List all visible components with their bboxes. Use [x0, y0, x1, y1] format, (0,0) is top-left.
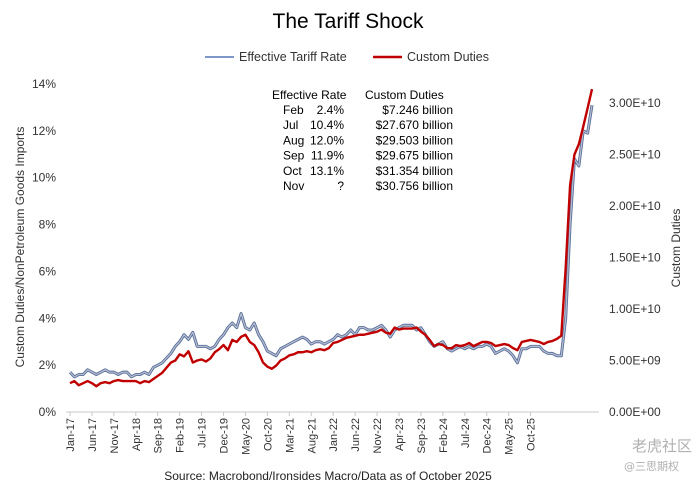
watermark-sub: @三思期权 [624, 460, 679, 473]
x-tick-label: Sep-23 [416, 418, 428, 453]
annotation-rate: 13.1% [310, 164, 344, 178]
annotation-duties: $27.670 billion [376, 118, 453, 132]
annotation-month: Sep [283, 149, 305, 163]
annotation-duties: $29.675 billion [376, 149, 453, 163]
right-axis-label: Custom Duties [669, 209, 683, 288]
annotation-month: Oct [283, 164, 302, 178]
annotation-rate: 10.4% [310, 118, 344, 132]
left-y-tick-label: 8% [39, 218, 57, 232]
right-y-tick-label: 0.00E+00 [609, 405, 661, 419]
annotation-rate: 12.0% [310, 133, 344, 147]
series-lines [68, 88, 594, 388]
annotation-duties: $29.503 billion [376, 133, 453, 147]
x-tick-label: Oct-25 [526, 418, 538, 451]
x-tick-label: Mar-21 [284, 418, 296, 453]
chart-title: The Tariff Shock [273, 10, 424, 33]
x-tick-label: Nov-17 [109, 418, 121, 453]
right-y-tick-label: 1.50E+10 [609, 251, 661, 265]
series-line-custom-duties [69, 88, 594, 388]
plot-area: 0% 2% 4% 6% 8% 10% 12% 14% 0.00E+00 5.00E+09 1.00… [32, 77, 661, 455]
annotation-month: Aug [283, 133, 304, 147]
x-tick-label: Nov-22 [372, 418, 384, 453]
x-tick-label: Aug-21 [306, 418, 318, 453]
right-y-tick-label: 3.00E+10 [609, 96, 661, 110]
x-tick-label: Dec-19 [219, 418, 231, 453]
x-tick-label: Jan-17 [65, 418, 77, 452]
annotation-rate: ? [337, 179, 344, 193]
source-note: Source: Macrobond/Ironsides Macro/Data a… [164, 469, 492, 483]
right-y-axis: 0.00E+00 5.00E+09 1.00E+10 1.50E+10 2.00E+10… [609, 96, 661, 419]
x-tick-label: Oct-20 [262, 418, 274, 451]
annotation-month: Feb [283, 103, 304, 117]
annotation-rate: 2.4% [317, 103, 345, 117]
left-y-tick-label: 6% [39, 264, 57, 278]
x-tick-label: Jul-24 [460, 418, 472, 448]
left-y-tick-label: 10% [32, 171, 56, 185]
legend-label-custom-duties: Custom Duties [407, 50, 489, 64]
x-tick-label: May-25 [504, 418, 516, 455]
x-tick-label: May-20 [240, 418, 252, 455]
x-tick-label: Sep-18 [153, 418, 165, 453]
left-y-tick-label: 12% [32, 124, 56, 138]
right-y-tick-label: 5.00E+09 [609, 354, 661, 368]
x-tick-label: Jun-22 [350, 418, 362, 452]
x-axis: Jan-17 Jun-17 Nov-17 Apr-18 Sep-18 Feb-19 Jul-… [65, 412, 538, 455]
annotation-duties: $7.246 billion [382, 103, 453, 117]
annotation-month: Jul [283, 118, 298, 132]
x-tick-label: Apr-18 [131, 418, 143, 451]
legend-label-effective-tariff-rate: Effective Tariff Rate [239, 50, 347, 64]
left-y-tick-label: 4% [39, 311, 57, 325]
annotation-header-duties: Custom Duties [365, 88, 444, 102]
legend: Effective Tariff Rate Custom Duties [205, 50, 489, 64]
annotation-month: Nov [283, 179, 304, 193]
x-tick-label: Jul-19 [197, 418, 209, 448]
right-y-tick-label: 2.50E+10 [609, 148, 661, 162]
left-y-tick-label: 14% [32, 77, 56, 91]
annotation-table: Effective Rate Custom Duties Feb 2.4% $7.246… [272, 88, 453, 193]
x-tick-label: Feb-19 [175, 418, 187, 453]
annotation-duties: $30.756 billion [376, 179, 453, 193]
right-y-tick-label: 1.00E+10 [609, 302, 661, 316]
x-tick-label: Jan-22 [328, 418, 340, 452]
x-tick-label: Feb-24 [438, 418, 450, 453]
annotation-duties: $31.354 billion [376, 164, 453, 178]
left-axis-label: Custom Duties/NonPetroleum Goods Imports [13, 127, 27, 368]
left-y-axis: 0% 2% 4% 6% 8% 10% 12% 14% [32, 77, 56, 419]
x-tick-label: Apr-23 [394, 418, 406, 451]
annotation-rate: 11.9% [311, 149, 344, 163]
watermark-main: 老虎社区 [632, 437, 692, 455]
series-line-effective-tariff-rate-core [69, 104, 593, 378]
left-y-tick-label: 0% [39, 405, 57, 419]
annotation-header-rate: Effective Rate [272, 88, 347, 102]
right-y-tick-label: 2.00E+10 [609, 199, 661, 213]
x-tick-label: Jun-17 [87, 418, 99, 452]
x-tick-label: Dec-24 [482, 418, 494, 453]
left-y-tick-label: 2% [39, 358, 57, 372]
